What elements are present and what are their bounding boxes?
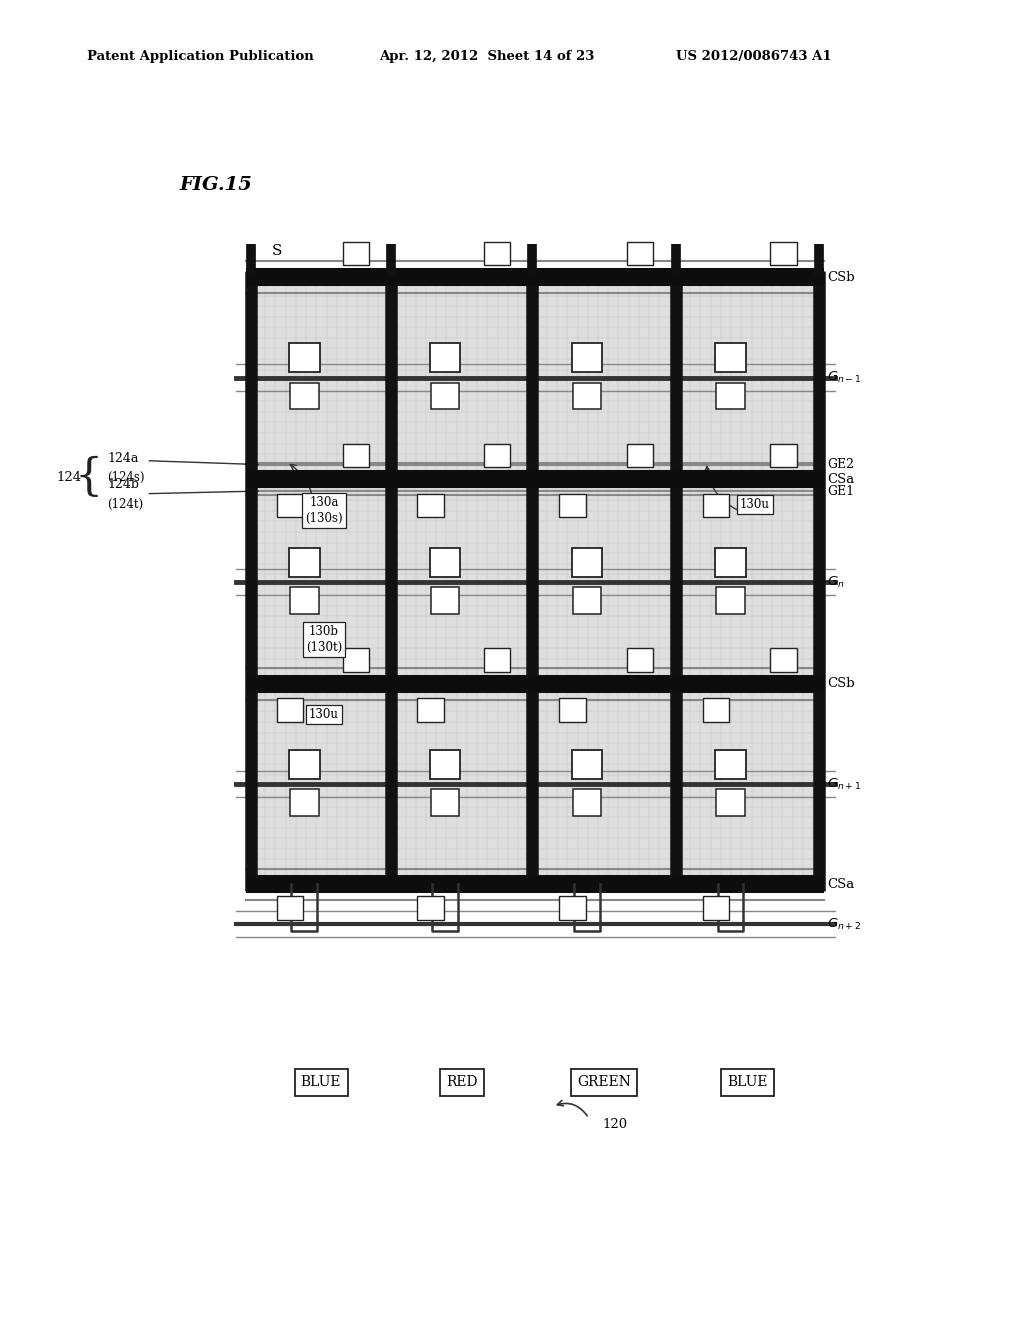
Bar bbox=[484, 242, 511, 265]
Bar bbox=[532, 684, 676, 884]
Bar bbox=[715, 343, 745, 372]
Text: Apr. 12, 2012  Sheet 14 of 23: Apr. 12, 2012 Sheet 14 of 23 bbox=[379, 50, 594, 63]
Text: $G_{n+2}$: $G_{n+2}$ bbox=[827, 916, 862, 932]
Bar bbox=[343, 444, 370, 467]
Bar bbox=[702, 896, 729, 920]
Text: GREEN: GREEN bbox=[578, 1076, 631, 1089]
Bar bbox=[716, 789, 744, 816]
Bar bbox=[429, 548, 460, 577]
Bar bbox=[702, 494, 729, 517]
Bar bbox=[289, 343, 319, 372]
Bar bbox=[770, 648, 797, 672]
Bar bbox=[289, 750, 319, 779]
Bar bbox=[676, 684, 819, 884]
Bar bbox=[715, 548, 745, 577]
Text: GE1: GE1 bbox=[827, 484, 854, 498]
Bar bbox=[430, 789, 459, 816]
Bar bbox=[559, 698, 586, 722]
Bar bbox=[429, 750, 460, 779]
Bar bbox=[290, 789, 318, 816]
Text: US 2012/0086743 A1: US 2012/0086743 A1 bbox=[676, 50, 831, 63]
Bar bbox=[559, 896, 586, 920]
Bar bbox=[716, 383, 744, 409]
Bar bbox=[715, 750, 745, 779]
Bar bbox=[418, 494, 444, 517]
Bar bbox=[290, 383, 318, 409]
Text: S: S bbox=[271, 244, 282, 257]
Bar bbox=[391, 277, 532, 479]
Bar bbox=[571, 548, 602, 577]
Text: $G_n$: $G_n$ bbox=[827, 574, 845, 590]
Text: $G_{n+1}$: $G_{n+1}$ bbox=[827, 776, 862, 792]
Text: GE2: GE2 bbox=[827, 458, 854, 471]
Bar bbox=[572, 789, 601, 816]
Text: CSa: CSa bbox=[827, 878, 855, 891]
Bar bbox=[571, 343, 602, 372]
Bar bbox=[290, 587, 318, 614]
Bar bbox=[289, 548, 319, 577]
Bar bbox=[572, 587, 601, 614]
Bar bbox=[391, 684, 532, 884]
Bar bbox=[251, 479, 391, 684]
Bar bbox=[430, 587, 459, 614]
Bar bbox=[418, 896, 444, 920]
Bar bbox=[391, 479, 532, 684]
Bar bbox=[276, 494, 303, 517]
Bar bbox=[418, 698, 444, 722]
Bar bbox=[251, 277, 391, 479]
Bar bbox=[676, 479, 819, 684]
Bar bbox=[276, 896, 303, 920]
Bar bbox=[251, 684, 391, 884]
Text: {: { bbox=[75, 457, 103, 499]
Text: (124t): (124t) bbox=[108, 498, 143, 511]
Bar bbox=[532, 479, 676, 684]
Text: RED: RED bbox=[446, 1076, 477, 1089]
Bar bbox=[559, 494, 586, 517]
Bar bbox=[716, 587, 744, 614]
Text: FIG.15: FIG.15 bbox=[179, 176, 252, 194]
Bar bbox=[343, 648, 370, 672]
Text: CSb: CSb bbox=[827, 677, 855, 690]
Bar bbox=[770, 444, 797, 467]
Text: 124b: 124b bbox=[108, 478, 139, 491]
Text: 124a: 124a bbox=[108, 451, 139, 465]
Bar bbox=[770, 242, 797, 265]
Text: 130u: 130u bbox=[309, 708, 339, 721]
Bar bbox=[627, 444, 653, 467]
Bar bbox=[429, 343, 460, 372]
Text: $G_{n-1}$: $G_{n-1}$ bbox=[827, 370, 862, 385]
Text: 130b
(130t): 130b (130t) bbox=[306, 626, 342, 653]
Text: 124: 124 bbox=[56, 471, 82, 484]
Text: BLUE: BLUE bbox=[727, 1076, 768, 1089]
Bar bbox=[627, 648, 653, 672]
Bar bbox=[627, 242, 653, 265]
Text: CSb: CSb bbox=[827, 271, 855, 284]
Bar bbox=[532, 277, 676, 479]
Bar bbox=[702, 698, 729, 722]
Bar bbox=[571, 750, 602, 779]
Text: (124s): (124s) bbox=[108, 471, 145, 484]
Bar bbox=[430, 383, 459, 409]
Bar bbox=[276, 698, 303, 722]
Bar bbox=[484, 648, 511, 672]
Text: CSa: CSa bbox=[827, 473, 855, 486]
Bar bbox=[572, 383, 601, 409]
Bar bbox=[343, 242, 370, 265]
Bar bbox=[484, 444, 511, 467]
Text: 120: 120 bbox=[602, 1118, 628, 1131]
Text: 130u: 130u bbox=[739, 498, 770, 511]
Bar bbox=[676, 277, 819, 479]
Text: 130a
(130s): 130a (130s) bbox=[305, 496, 343, 525]
Text: Patent Application Publication: Patent Application Publication bbox=[87, 50, 313, 63]
Text: BLUE: BLUE bbox=[301, 1076, 341, 1089]
